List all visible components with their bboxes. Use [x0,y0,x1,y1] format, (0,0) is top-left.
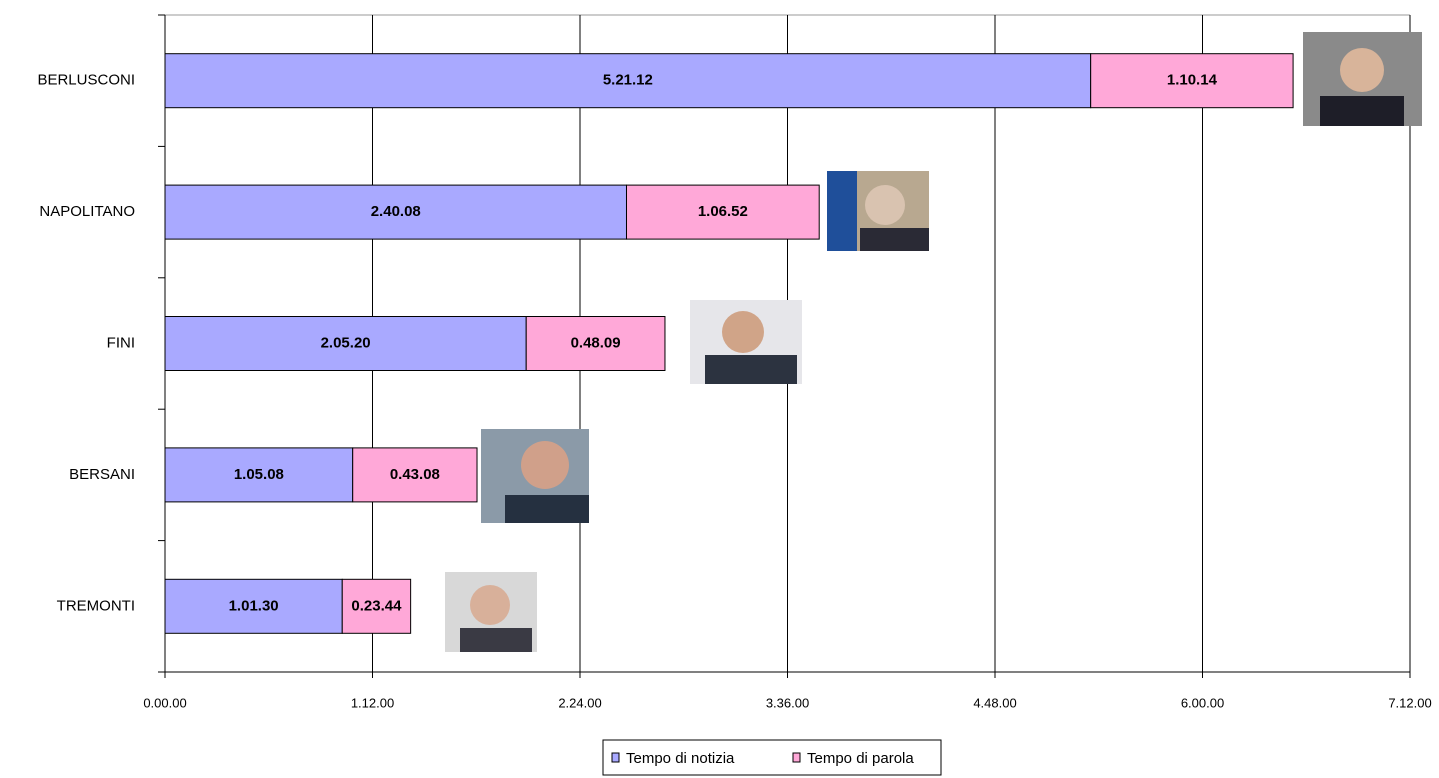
photo-body [860,228,929,251]
bar-segment [164,447,354,503]
legend-label: Tempo di notizia [626,750,735,767]
bar-segment [341,578,412,634]
x-tick-label: 1.12.00 [351,695,394,710]
photo-body [505,495,589,523]
bar-segment [352,447,478,503]
value-label: 0.48.09 [571,334,621,351]
bar-segment [164,53,1092,109]
category-label: BERLUSCONI [37,72,135,89]
value-label: 1.10.14 [1167,72,1218,89]
value-label: 5.21.12 [603,72,653,89]
category-label: FINI [107,334,135,351]
photo-body [705,355,797,384]
photo-face [722,311,764,353]
photo-face [470,585,510,625]
bar-segment [625,184,820,240]
category-label: NAPOLITANO [39,203,135,220]
bar-segment [525,316,666,371]
legend-label: Tempo di parola [807,750,914,767]
value-label: 0.43.08 [390,466,440,483]
legend-swatch [792,752,801,763]
value-label: 0.23.44 [351,597,402,614]
legend-box [602,739,942,776]
photo-body [1320,96,1404,126]
value-label: 2.05.20 [321,334,371,351]
photo-face [1340,48,1384,92]
bar-segment [164,184,627,240]
legend-swatch [611,752,620,763]
category-label: TREMONTI [57,597,135,614]
value-label: 1.06.52 [698,203,748,220]
x-tick-label: 6.00.00 [1181,695,1224,710]
photo-flag [827,171,857,251]
photo-body [460,628,532,652]
photo-face [521,441,569,489]
bar-segment [164,578,343,634]
x-tick-label: 0.00.00 [143,695,186,710]
category-label: BERSANI [69,466,135,483]
x-tick-label: 7.12.00 [1388,695,1431,710]
value-label: 1.05.08 [234,466,284,483]
x-tick-label: 3.36.00 [766,695,809,710]
photo-face [865,185,905,225]
value-label: 2.40.08 [371,203,421,220]
photos [445,32,1422,652]
x-tick-label: 2.24.00 [558,695,601,710]
x-tick-label: 4.48.00 [973,695,1016,710]
value-label: 1.01.30 [229,597,279,614]
bar-segment [1090,53,1294,109]
